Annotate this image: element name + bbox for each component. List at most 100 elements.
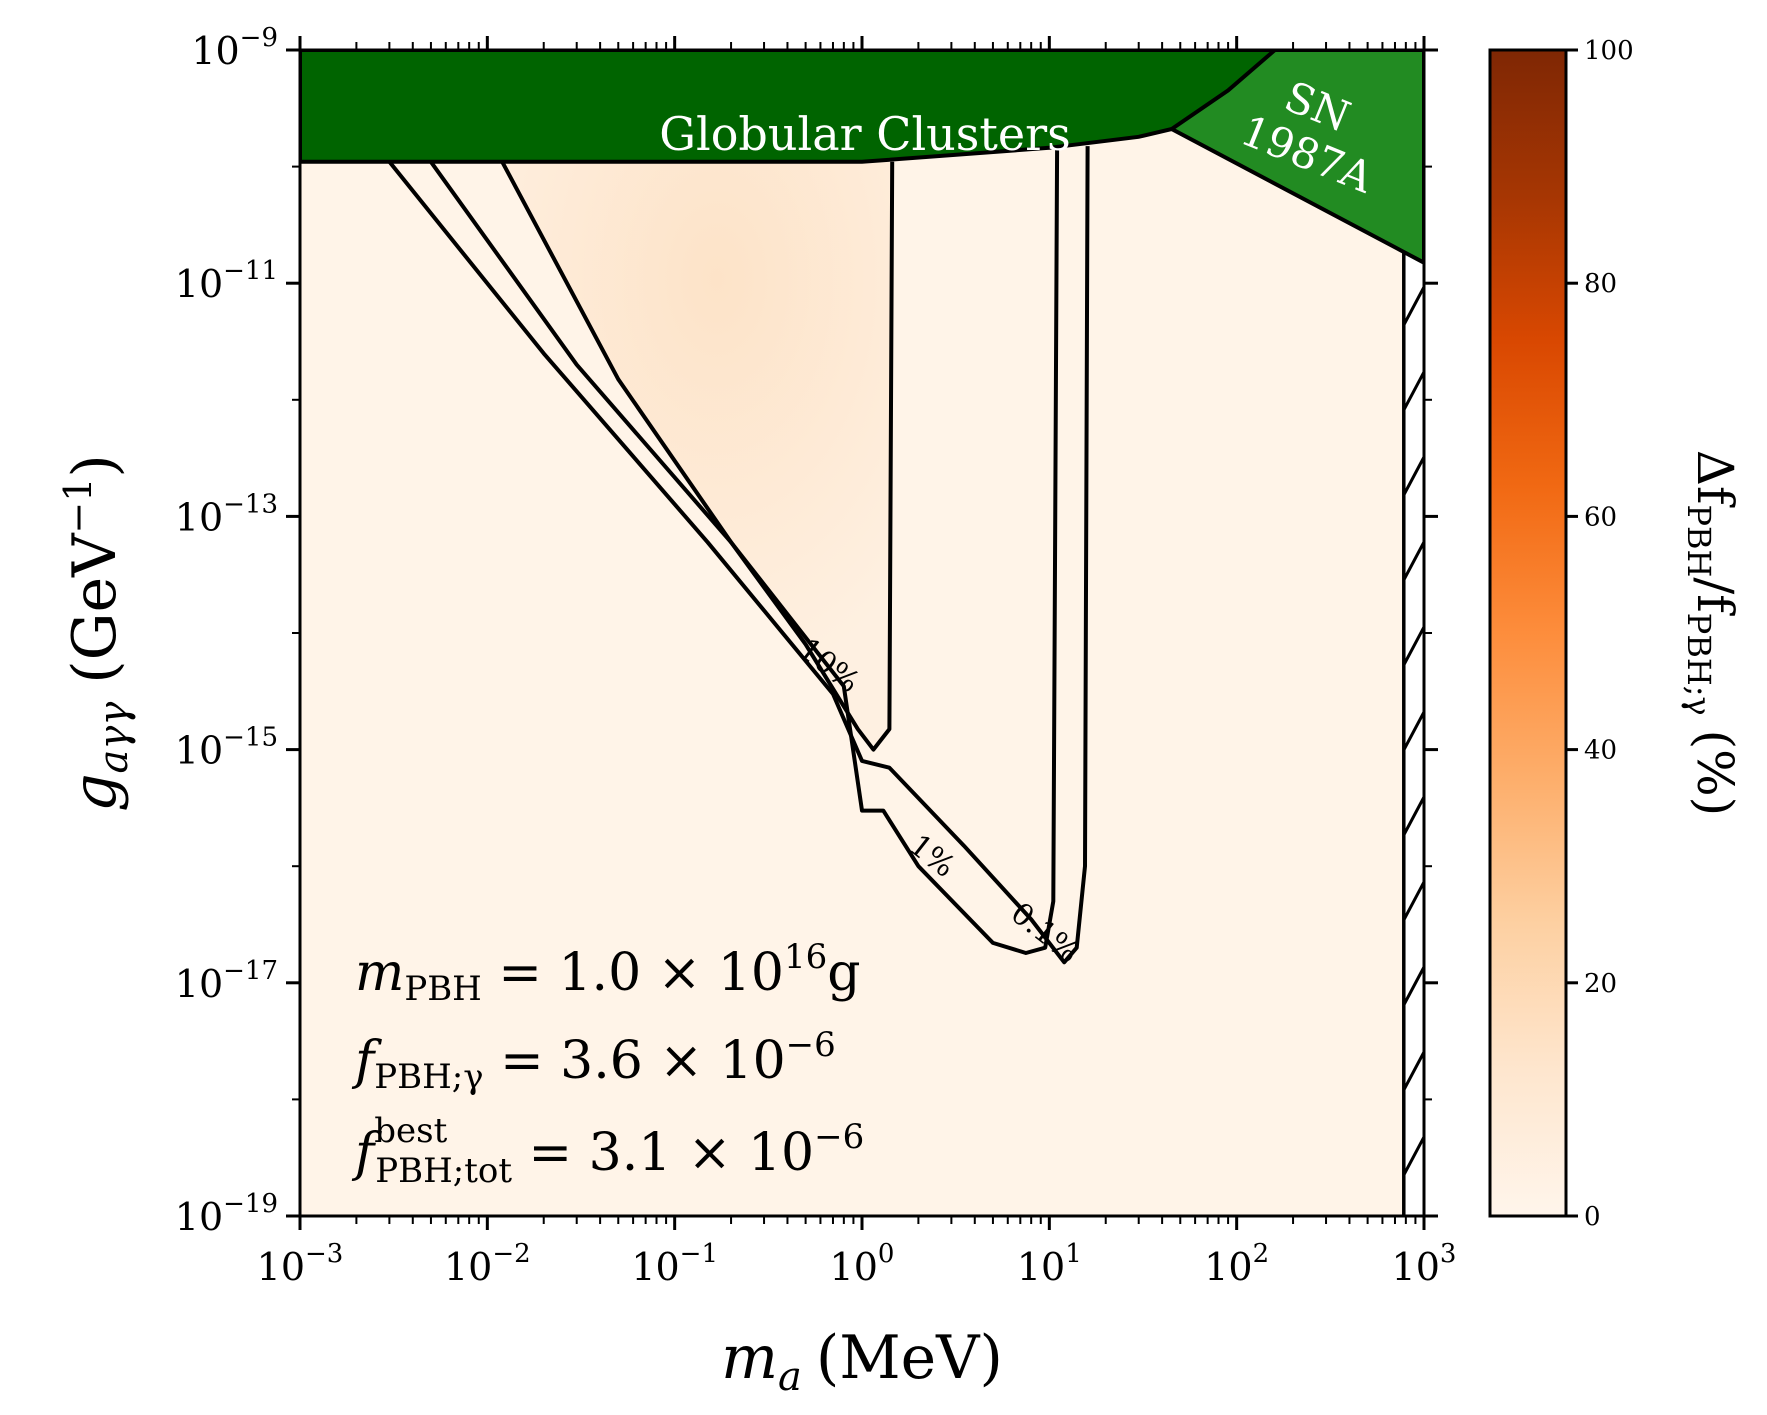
y-tick-exp: −13 — [223, 489, 278, 519]
contour-line — [500, 160, 895, 752]
colorbar — [1488, 48, 1568, 1218]
x-tick-exp: −3 — [305, 1239, 343, 1269]
colorbar-tick-label: 100 — [1584, 36, 1634, 66]
y-tick-label: 10−11 — [175, 256, 278, 306]
annot-2-mid: = 3.6 × 10 — [484, 1031, 786, 1091]
svg-text:fPBH;γ = 3.6 × 10−6: fPBH;γ = 3.6 × 10−6 — [351, 1025, 836, 1097]
x-axis-label: ma (MeV) — [721, 1323, 1003, 1400]
hatch-line — [1402, 286, 1424, 326]
y-tick-label: 10−9 — [191, 23, 278, 73]
annot-1-var: m — [355, 943, 404, 1003]
y-label-unit-exp: −1 — [56, 478, 100, 534]
y-tick-base: 10 — [175, 962, 223, 1006]
hatch-line — [1402, 541, 1424, 581]
hatch-line — [1402, 626, 1424, 666]
x-tick-exp: 1 — [1065, 1239, 1082, 1269]
cb-label-unit: (%) — [1686, 730, 1744, 817]
y-tick-base: 10 — [175, 729, 223, 773]
colorbar-tick-label: 80 — [1584, 269, 1617, 299]
annot-3-exp: −6 — [814, 1117, 864, 1157]
x-label-sub: a — [778, 1354, 802, 1400]
x-tick-label: 101 — [1017, 1239, 1082, 1289]
x-tick-base: 10 — [1017, 1245, 1065, 1289]
x-tick-base: 10 — [1204, 1245, 1252, 1289]
y-tick-label: 10−15 — [175, 723, 278, 773]
y-tick-exp: −17 — [223, 956, 278, 986]
globular-clusters-region — [300, 50, 1424, 164]
y-tick-base: 10 — [175, 262, 223, 306]
x-tick-exp: 2 — [1253, 1239, 1270, 1269]
y-tick-label: 10−19 — [175, 1189, 278, 1239]
annot-2-exp: −6 — [786, 1025, 836, 1065]
y-label-base: g — [60, 773, 130, 811]
x-tick-exp: 0 — [878, 1239, 895, 1269]
annotation: mPBH = 1.0 × 1016g fPBH;γ = 3.6 × 10−6 f… — [351, 937, 864, 1191]
annot-1-exp: 16 — [784, 937, 827, 977]
hatch-line — [1402, 1051, 1424, 1091]
x-tick-label: 100 — [830, 1239, 895, 1289]
annot-3-sup: best — [374, 1111, 447, 1151]
colorbar-tick-label: 20 — [1584, 969, 1617, 999]
y-label-unit-close: ) — [60, 454, 130, 477]
x-tick-base: 10 — [830, 1245, 878, 1289]
x-tick-label: 10−2 — [444, 1239, 531, 1289]
x-tick-base: 10 — [631, 1245, 679, 1289]
y-tick-exp: −15 — [223, 723, 278, 753]
y-tick-exp: −11 — [223, 256, 278, 286]
cb-label-slash: /f — [1686, 577, 1744, 616]
annot-1-mid: = 1.0 × 10 — [482, 943, 784, 1003]
y-tick-label: 10−13 — [175, 489, 278, 539]
cb-label-sub1: PBH — [1680, 504, 1718, 577]
y-label-unit: (GeV — [60, 532, 130, 684]
hatch-line — [1402, 796, 1424, 836]
x-label-unit: (MeV) — [816, 1323, 1003, 1393]
hatch-background — [1403, 50, 1424, 1216]
contour-line — [387, 146, 1090, 965]
y-axis-label: gaγγ (GeV−1) — [56, 454, 137, 812]
y-tick-base: 10 — [175, 1195, 223, 1239]
x-tick-base: 10 — [444, 1245, 492, 1289]
heatmap-tint-region — [502, 161, 893, 750]
x-tick-label: 10−1 — [631, 1239, 718, 1289]
x-tick-exp: −1 — [680, 1239, 718, 1269]
y-tick-label: 10−17 — [175, 956, 278, 1006]
y-tick-base: 10 — [175, 495, 223, 539]
y-label-sub: aγγ — [91, 702, 137, 774]
x-tick-label: 102 — [1204, 1239, 1269, 1289]
x-label-base: m — [721, 1323, 778, 1393]
x-tick-base: 10 — [257, 1245, 305, 1289]
cb-label-delta: Δf — [1686, 450, 1744, 508]
hatched-region — [1402, 50, 1424, 1216]
svg-text:ΔfPBH/fPBH;γ(%): ΔfPBH/fPBH;γ (%) — [1680, 450, 1744, 816]
hatch-line — [1402, 966, 1424, 1006]
annot-3-sub: PBH;tot — [375, 1151, 512, 1191]
hatch-line — [1402, 1136, 1424, 1176]
svg-text:mPBH = 1.0 × 1016g: mPBH = 1.0 × 1016g — [355, 937, 861, 1009]
x-tick-label: 103 — [1392, 1239, 1457, 1289]
annot-3-mid: = 3.1 × 10 — [512, 1123, 814, 1183]
x-tick-exp: −2 — [492, 1239, 530, 1269]
annot-1-sub: PBH — [404, 969, 482, 1009]
hatch-line — [1402, 371, 1424, 411]
annot-1-end: g — [827, 943, 860, 1003]
y-tick-exp: −19 — [223, 1189, 278, 1219]
x-tick-label: 10−3 — [257, 1239, 344, 1289]
y-tick-base: 10 — [191, 29, 239, 73]
globular-clusters-label: Globular Clusters — [659, 107, 1070, 161]
hatch-line — [1402, 711, 1424, 751]
hatch-line — [1402, 456, 1424, 496]
x-tick-exp: 3 — [1440, 1239, 1457, 1269]
annot-2-sub: PBH;γ — [374, 1057, 483, 1097]
svg-text:gaγγ(GeV−1): gaγγ (GeV−1) — [56, 454, 137, 812]
svg-text:ma(MeV): ma (MeV) — [721, 1323, 1003, 1400]
colorbar-tick-label: 40 — [1584, 736, 1617, 766]
colorbar-tick-label: 0 — [1584, 1202, 1601, 1232]
sn1987a-region — [1167, 50, 1424, 265]
x-tick-base: 10 — [1392, 1245, 1440, 1289]
y-tick-exp: −9 — [240, 23, 278, 53]
hatch-line — [1402, 881, 1424, 921]
colorbar-label: ΔfPBH/fPBH;γ (%) — [1680, 450, 1744, 816]
cb-label-sub2: PBH;γ — [1680, 613, 1718, 716]
